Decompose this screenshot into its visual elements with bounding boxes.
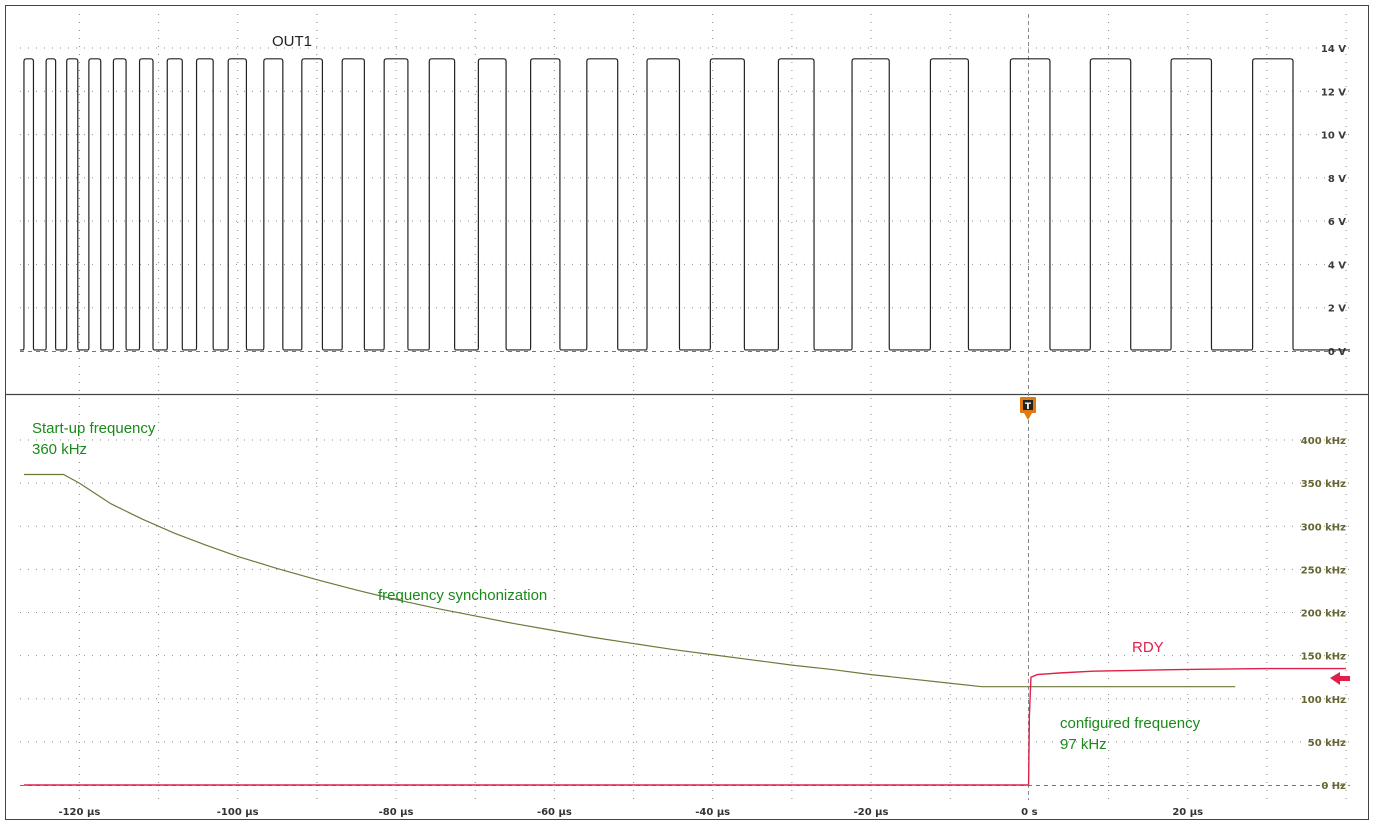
freq-y-tick-label: 150 kHz [1301,652,1346,663]
freq-y-tick-labels: 400 kHz 350 kHz 300 kHz 250 kHz 200 kHz 150 k… [1301,436,1346,792]
x-tick-label: -20 µs [854,807,889,818]
bottom-horizontal-grid [20,439,1350,743]
configured-frequency-value: 97 kHz [1060,736,1107,753]
rdy-trace [23,667,1347,786]
out1-y-tick-label: 0 V [1328,347,1346,358]
out1-y-tick-labels: 14 V 12 V 10 V 8 V 6 V 4 V 2 V 0 V [1321,44,1346,358]
x-tick-label: 0 s [1021,807,1037,818]
freq-y-tick-label: 300 kHz [1301,522,1346,533]
freq-y-tick-label: 100 kHz [1301,695,1346,706]
out1-y-tick-label: 4 V [1328,260,1346,271]
freq-y-tick-label: 200 kHz [1301,609,1346,620]
x-tick-label: -60 µs [537,807,572,818]
out1-y-tick-label: 12 V [1321,87,1346,98]
freq-y-tick-label: 350 kHz [1301,479,1346,490]
out1-y-tick-label: 2 V [1328,304,1346,315]
out1-y-tick-label: 14 V [1321,44,1346,55]
out1-y-tick-label: 8 V [1328,174,1346,185]
rdy-label: RDY [1132,639,1164,656]
screen-border [5,5,1369,820]
x-tick-label: -100 µs [217,807,259,818]
trigger-marker[interactable]: T [1020,397,1036,420]
trigger-marker-label: T [1025,402,1032,412]
x-tick-label: 20 µs [1172,807,1203,818]
left-arrow-icon[interactable] [1330,672,1350,685]
x-tick-label: -80 µs [379,807,414,818]
startup-frequency-value: 360 kHz [32,441,87,458]
out1-y-tick-label: 6 V [1328,217,1346,228]
out1-label: OUT1 [272,33,312,50]
configured-frequency-label: configured frequency [1060,715,1201,732]
freq-y-tick-label: 400 kHz [1301,436,1346,447]
frequency-sync-label: frequency synchonization [378,587,547,604]
frequency-trace [23,473,1236,688]
x-tick-label: -120 µs [58,807,100,818]
startup-frequency-label: Start-up frequency [32,420,156,437]
freq-y-tick-label: 50 kHz [1308,738,1346,749]
out1-trace [20,58,1350,351]
vertical-grid [78,14,1347,800]
top-horizontal-grid [20,47,1350,309]
x-tick-label: -40 µs [695,807,730,818]
x-tick-labels: -120 µs -100 µs -80 µs -60 µs -40 µs -20 µs 0 … [58,807,1203,818]
freq-y-tick-label: 250 kHz [1301,565,1346,576]
freq-y-tick-label: 0 Hz [1321,781,1346,792]
out1-y-tick-label: 10 V [1321,131,1346,142]
